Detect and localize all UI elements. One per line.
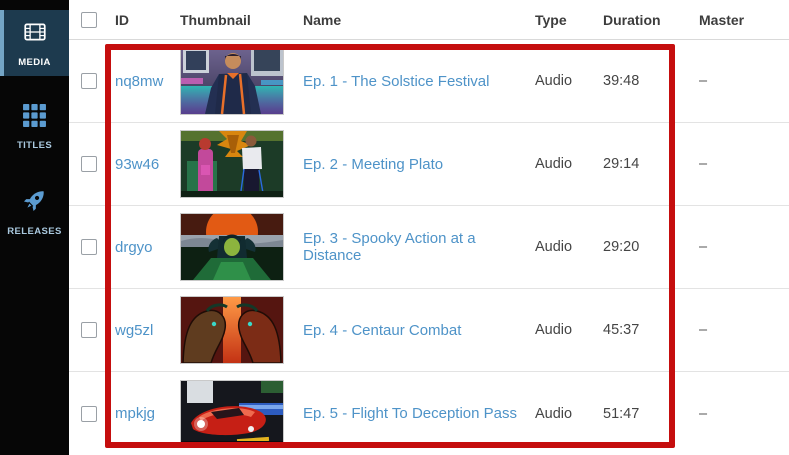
row-checkbox[interactable]	[81, 405, 97, 422]
media-thumbnail[interactable]	[180, 213, 284, 281]
media-type: Audio	[535, 405, 573, 422]
rocket-icon	[21, 186, 49, 219]
media-name-link[interactable]: Ep. 2 - Meeting Plato	[303, 155, 444, 173]
media-thumbnail[interactable]	[180, 296, 284, 364]
media-id-link[interactable]: 93w46	[115, 155, 160, 173]
table-header-row: ID Thumbnail Name Type Duration Master	[69, 0, 789, 40]
media-duration: 29:20	[603, 239, 640, 255]
media-duration: 39:48	[603, 73, 640, 89]
table-row: nq8mw	[69, 40, 789, 123]
row-checkbox[interactable]	[81, 156, 97, 172]
table-row: mpkjg Ep. 5	[69, 372, 789, 455]
media-name-link[interactable]: Ep. 4 - Centaur Combat	[303, 321, 462, 339]
media-master: –	[699, 239, 708, 255]
column-header-master: Master	[699, 11, 745, 28]
row-checkbox[interactable]	[81, 322, 97, 338]
media-type: Audio	[535, 239, 573, 255]
row-checkbox[interactable]	[81, 73, 97, 89]
media-type: Audio	[535, 73, 573, 89]
sidebar-item-label: RELEASES	[7, 225, 62, 237]
media-table: ID Thumbnail Name Type Duration Master n…	[69, 0, 789, 455]
media-name-link[interactable]: Ep. 5 - Flight To Deception Pass	[303, 405, 517, 422]
select-all-checkbox[interactable]	[81, 11, 97, 28]
media-type: Audio	[535, 156, 573, 172]
column-header-thumbnail: Thumbnail	[180, 11, 251, 28]
sidebar-item-releases[interactable]: RELEASES	[0, 178, 69, 244]
table-row: wg5zl Ep. 4 - Centaur Combat Audio 45:37…	[69, 289, 789, 372]
sidebar: MEDIA TITLES RELEASES	[0, 0, 69, 455]
column-header-id: ID	[115, 11, 129, 28]
media-master: –	[699, 405, 708, 422]
sidebar-item-label: TITLES	[16, 140, 53, 151]
media-duration: 45:37	[603, 322, 640, 338]
table-row: 93w46 Ep. 2	[69, 123, 789, 206]
sidebar-item-label: MEDIA	[18, 56, 51, 68]
media-name-link[interactable]: Ep. 1 - The Solstice Festival	[303, 72, 490, 90]
media-id-link[interactable]: drgyo	[115, 238, 153, 256]
media-duration: 29:14	[603, 156, 640, 172]
media-id-link[interactable]: mpkjg	[115, 405, 156, 422]
column-header-name: Name	[303, 11, 342, 28]
media-type: Audio	[535, 322, 573, 338]
sidebar-item-titles[interactable]: TITLES	[0, 94, 69, 160]
media-thumbnail[interactable]	[180, 130, 284, 198]
media-thumbnail[interactable]	[180, 47, 284, 115]
sidebar-item-media[interactable]: MEDIA	[0, 10, 69, 76]
grid-icon	[22, 103, 47, 133]
media-master: –	[699, 156, 708, 172]
media-id-link[interactable]: nq8mw	[115, 72, 164, 90]
media-thumbnail[interactable]	[180, 379, 284, 448]
media-id-link[interactable]: wg5zl	[115, 321, 154, 339]
column-header-duration: Duration	[603, 11, 661, 28]
table-row: drgyo Ep. 3 - Spooky A	[69, 206, 789, 289]
film-icon	[22, 19, 48, 50]
row-checkbox[interactable]	[81, 239, 97, 255]
column-header-type: Type	[535, 11, 567, 28]
media-master: –	[699, 322, 708, 338]
media-master: –	[699, 73, 708, 89]
media-duration: 51:47	[603, 405, 640, 422]
media-name-link[interactable]: Ep. 3 - Spooky Action at a Distance	[303, 230, 476, 264]
